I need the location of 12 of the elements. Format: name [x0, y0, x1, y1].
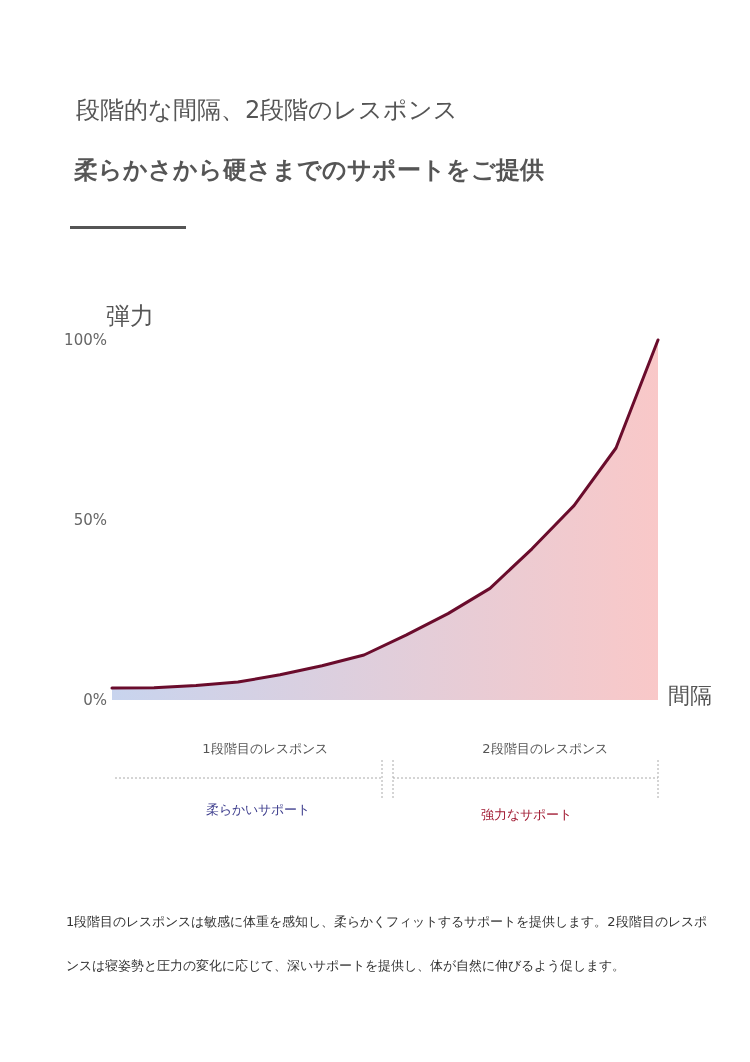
y-tick-label: 100% [64, 331, 107, 349]
y-tick-label: 50% [73, 511, 107, 529]
text: 柔らかいサポート [206, 802, 310, 817]
y-tick-label: 0% [83, 691, 107, 709]
x-axis-title: 間隔 [668, 683, 712, 708]
text: 1段階目のレスポンス [202, 741, 328, 756]
text: 強力なサポート [480, 807, 572, 822]
chart-subtitle: 柔らかさから硬さまでのサポートをご提供 [73, 156, 544, 184]
chart-title: 段階的な間隔、2段階のレスポンス [76, 96, 459, 124]
text: 2段階目のレスポンス [482, 741, 608, 756]
y-axis-title: 弾力 [106, 302, 154, 330]
text: 1段階目のレスポンスは敏感に体重を感知し、柔らかくフィットするサポートを提供します。2段階目のレスポンスは寝姿勢と圧力の変化に応じて、深いサポートを提供し、体が自然に伸びるよう促します。 [66, 914, 707, 973]
